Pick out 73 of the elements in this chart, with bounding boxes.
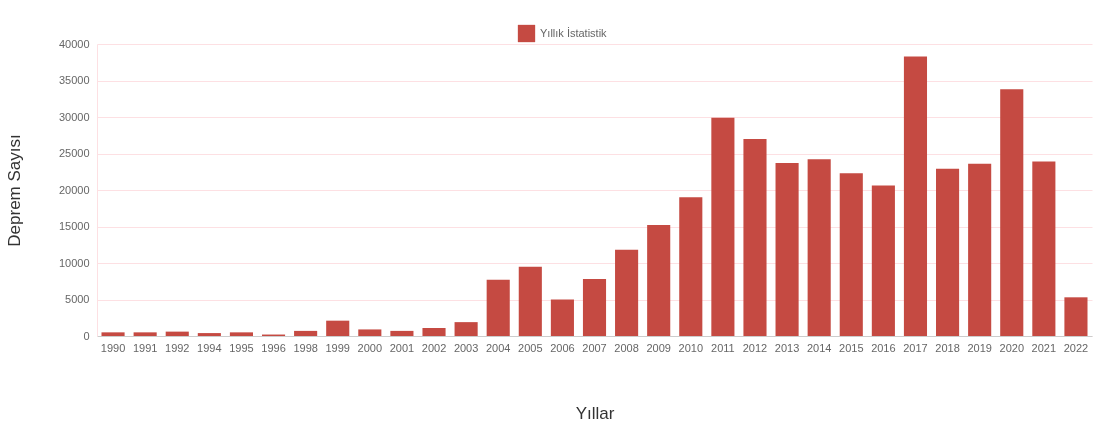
x-tick-label: 2012	[742, 341, 768, 354]
x-tick-label: 1996	[261, 341, 286, 354]
bar	[775, 162, 799, 336]
bar	[936, 168, 960, 336]
x-tick-label: 2007	[582, 341, 607, 354]
x-axis-title: Yıllar	[575, 403, 615, 423]
x-tick-label: 2011	[711, 341, 735, 354]
bar	[968, 163, 992, 336]
x-tick-label: 1995	[229, 341, 254, 354]
x-tick-label: 2010	[678, 341, 704, 354]
legend-label: Yıllık İstatistik	[540, 26, 608, 39]
x-tick-label: 2016	[871, 341, 896, 354]
x-tick-label: 2008	[614, 341, 639, 354]
bar	[358, 329, 382, 336]
bar	[390, 330, 414, 336]
bar	[871, 185, 895, 336]
y-tick-label: 10000	[58, 256, 90, 269]
bar	[165, 331, 189, 336]
x-tick-label: 2000	[357, 341, 383, 354]
x-tick-label: 2017	[903, 341, 928, 354]
bar	[582, 279, 607, 336]
x-tick-label: 2013	[774, 341, 800, 354]
bar	[1032, 161, 1056, 336]
x-tick-label: 2022	[1063, 341, 1089, 354]
bar	[550, 299, 574, 336]
bar	[229, 332, 253, 336]
bar	[615, 249, 639, 336]
bar	[133, 332, 157, 336]
y-tick-label: 0	[83, 329, 90, 342]
x-tick-label: 1992	[165, 341, 190, 354]
bar	[807, 159, 831, 336]
bar	[422, 327, 446, 336]
y-axis-title: Deprem Sayısı	[4, 134, 24, 247]
y-tick-label: 30000	[58, 110, 90, 123]
x-tick-label: 1998	[293, 341, 318, 354]
x-tick-label: 2009	[646, 341, 671, 354]
bar	[1064, 297, 1088, 336]
y-tick-label: 25000	[58, 147, 90, 159]
x-tick-label: 2020	[999, 341, 1024, 354]
y-tick-label: 40000	[58, 37, 90, 50]
bar	[647, 225, 671, 336]
y-tick-label: 35000	[58, 74, 90, 86]
x-tick-label: 1999	[325, 341, 350, 354]
bar	[711, 117, 735, 336]
x-tick-label: 2018	[935, 341, 960, 354]
x-tick-label: 2003	[453, 341, 479, 354]
x-tick-label: 1991	[132, 341, 158, 354]
bar	[294, 330, 318, 336]
x-tick-label: 2014	[806, 341, 832, 354]
bar	[1000, 89, 1024, 336]
x-tick-label: 2019	[967, 341, 992, 354]
bar	[518, 266, 542, 336]
bar	[903, 56, 928, 336]
y-tick-label: 15000	[58, 220, 90, 232]
x-tick-label: 2021	[1031, 341, 1057, 354]
x-tick-label: 2015	[839, 341, 864, 354]
x-tick-label: 2001	[389, 341, 415, 354]
x-tick-label: 2005	[518, 341, 543, 354]
x-tick-label: 2004	[485, 341, 511, 354]
bar	[326, 320, 350, 336]
x-tick-label: 1994	[197, 341, 222, 354]
bar	[743, 138, 767, 336]
x-tick-label: 2006	[550, 341, 575, 354]
x-tick-label: 1990	[100, 341, 126, 354]
x-tick-label: 2002	[421, 341, 447, 354]
y-tick-label: 5000	[65, 293, 90, 305]
bar	[486, 279, 510, 336]
bar	[101, 332, 125, 336]
bar	[679, 197, 703, 336]
bar	[197, 333, 221, 336]
bar	[454, 322, 478, 336]
bar	[839, 173, 863, 336]
y-tick-label: 20000	[58, 183, 90, 196]
